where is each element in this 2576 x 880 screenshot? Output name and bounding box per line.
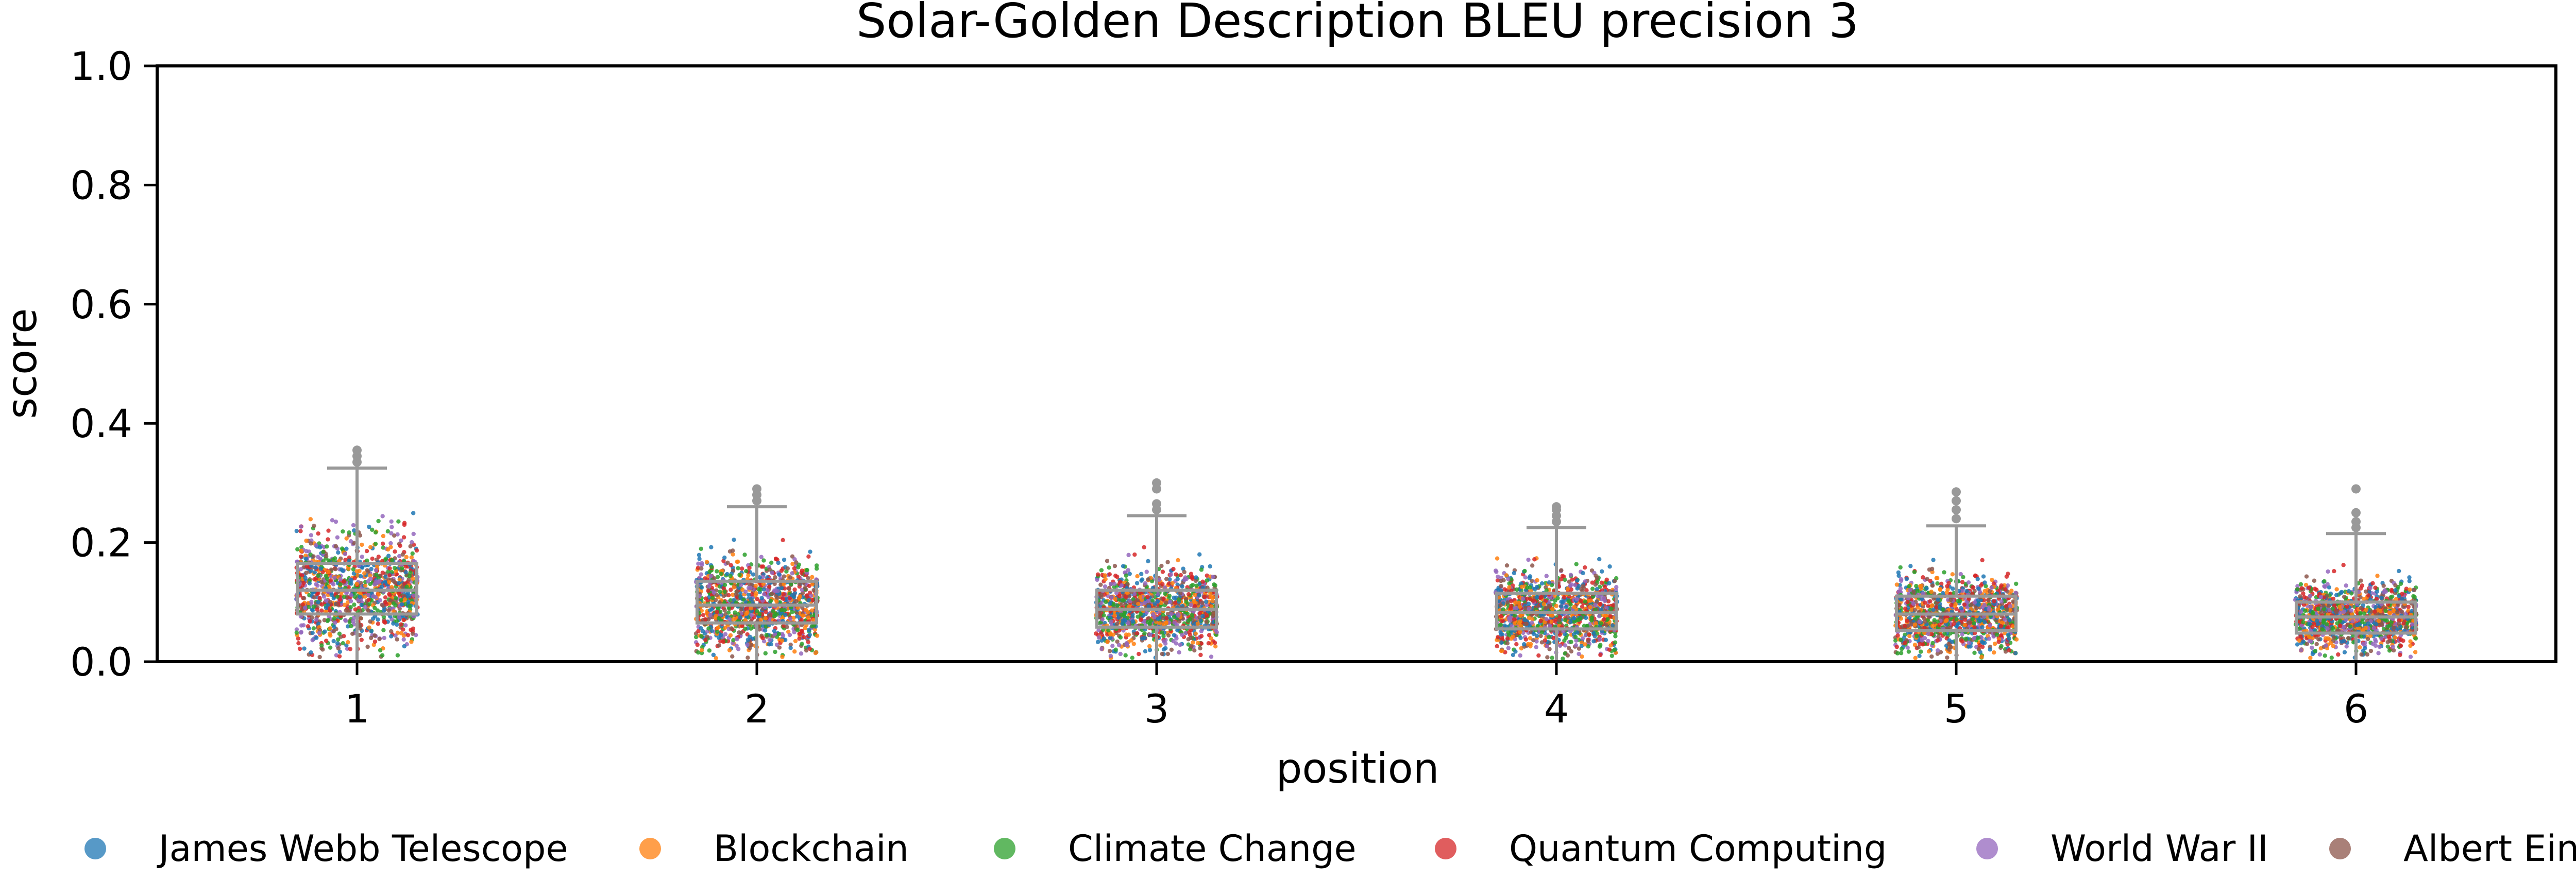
y-axis-label: score [0, 308, 46, 419]
x-axis-label: position [1276, 745, 1439, 792]
plot-area [294, 445, 2419, 663]
legend-item: World War II [1976, 827, 2268, 870]
outlier-point [1152, 478, 1161, 488]
plot-frame [156, 64, 2557, 663]
legend-marker [84, 838, 106, 859]
y-tick-label: 0.2 [70, 520, 132, 566]
x-tick-label: 6 [2344, 686, 2368, 732]
legend-item: Blockchain [639, 827, 909, 870]
y-axis: 0.0 0.2 0.4 0.6 0.8 1.0 [70, 43, 157, 685]
legend-marker [2329, 838, 2351, 859]
y-tick-label: 0.0 [70, 639, 132, 685]
legend-marker [639, 838, 661, 859]
legend-item: Quantum Computing [1435, 827, 1887, 870]
legend-item: Albert Einstein [2329, 827, 2576, 870]
outlier-point [752, 484, 761, 494]
outlier-point [352, 445, 362, 455]
x-tick-label: 3 [1144, 686, 1169, 732]
outlier-point [1952, 514, 1961, 524]
x-tick-label: 2 [744, 686, 769, 732]
legend-label: Albert Einstein [2403, 827, 2576, 870]
legend-item: James Webb Telescope [84, 827, 568, 870]
strip-points-position-2 [693, 538, 820, 661]
legend-marker [1435, 838, 1456, 859]
x-tick-label: 4 [1544, 686, 1569, 732]
chart-title: Solar-Golden Description BLEU precision … [856, 0, 1859, 48]
legend-marker [1976, 838, 1998, 859]
outlier-point [1952, 496, 1961, 506]
x-tick-label: 5 [1944, 686, 1969, 732]
outlier-point [1552, 502, 1561, 512]
outlier-point [2351, 508, 2361, 517]
legend-item: Climate Change [994, 827, 1357, 870]
box-position-6 [2295, 484, 2417, 663]
box-position-1 [296, 445, 418, 663]
legend-label: James Webb Telescope [157, 827, 568, 870]
outlier-point [1952, 487, 1961, 497]
y-tick-label: 0.4 [70, 401, 132, 446]
y-tick-label: 0.6 [70, 282, 132, 327]
outlier-point [1952, 505, 1961, 514]
outlier-point [1152, 499, 1161, 509]
legend-label: Quantum Computing [1509, 827, 1887, 870]
legend: James Webb Telescope Blockchain Climate Ch… [84, 827, 2576, 870]
y-tick-label: 1.0 [70, 43, 132, 89]
x-axis: 1 2 3 4 5 6 [345, 662, 2368, 732]
legend-label: World War II [2050, 827, 2268, 870]
legend-label: Blockchain [714, 827, 909, 870]
box-iqr [696, 579, 818, 625]
y-tick-label: 0.8 [70, 162, 132, 208]
outlier-point [2351, 484, 2361, 494]
legend-marker [994, 838, 1015, 859]
box-position-4 [1495, 502, 1618, 663]
outlier-point [2351, 517, 2361, 527]
x-tick-label: 1 [345, 686, 369, 732]
legend-label: Climate Change [1068, 827, 1357, 870]
